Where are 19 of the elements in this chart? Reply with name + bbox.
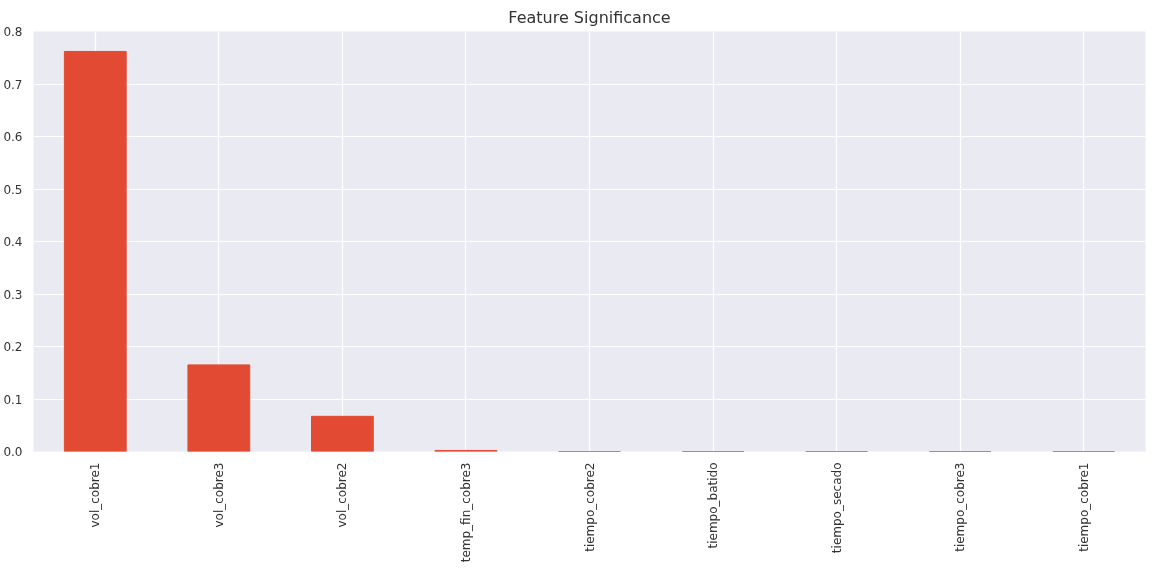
x-tick-label: tiempo_cobre1 xyxy=(1076,462,1091,552)
x-tick-label: tiempo_cobre2 xyxy=(582,462,597,552)
chart-title: Feature Significance xyxy=(508,7,671,27)
x-tick-label: tiempo_secado xyxy=(829,462,844,554)
x-tick-label: temp_fin_cobre3 xyxy=(458,462,473,563)
y-tick-label: 0.2 xyxy=(3,340,23,354)
y-tick-label: 0.7 xyxy=(3,77,23,92)
y-tick-label: 0.6 xyxy=(3,130,23,144)
y-tick-label: 0.4 xyxy=(3,235,23,249)
y-tick-label: 0.5 xyxy=(3,182,23,197)
y-tick-label: 0.3 xyxy=(3,287,23,302)
x-tick-label: tiempo_batido xyxy=(706,462,721,549)
y-tick-label: 0.1 xyxy=(3,392,23,407)
x-tick-label: vol_cobre2 xyxy=(335,462,350,528)
y-tick-label: 0.8 xyxy=(3,25,23,39)
x-tick-label: vol_cobre1 xyxy=(88,462,103,528)
y-tick-label: 0.0 xyxy=(3,445,23,459)
x-tick-label: tiempo_cobre3 xyxy=(953,462,968,552)
x-tick-label: vol_cobre3 xyxy=(211,462,226,528)
